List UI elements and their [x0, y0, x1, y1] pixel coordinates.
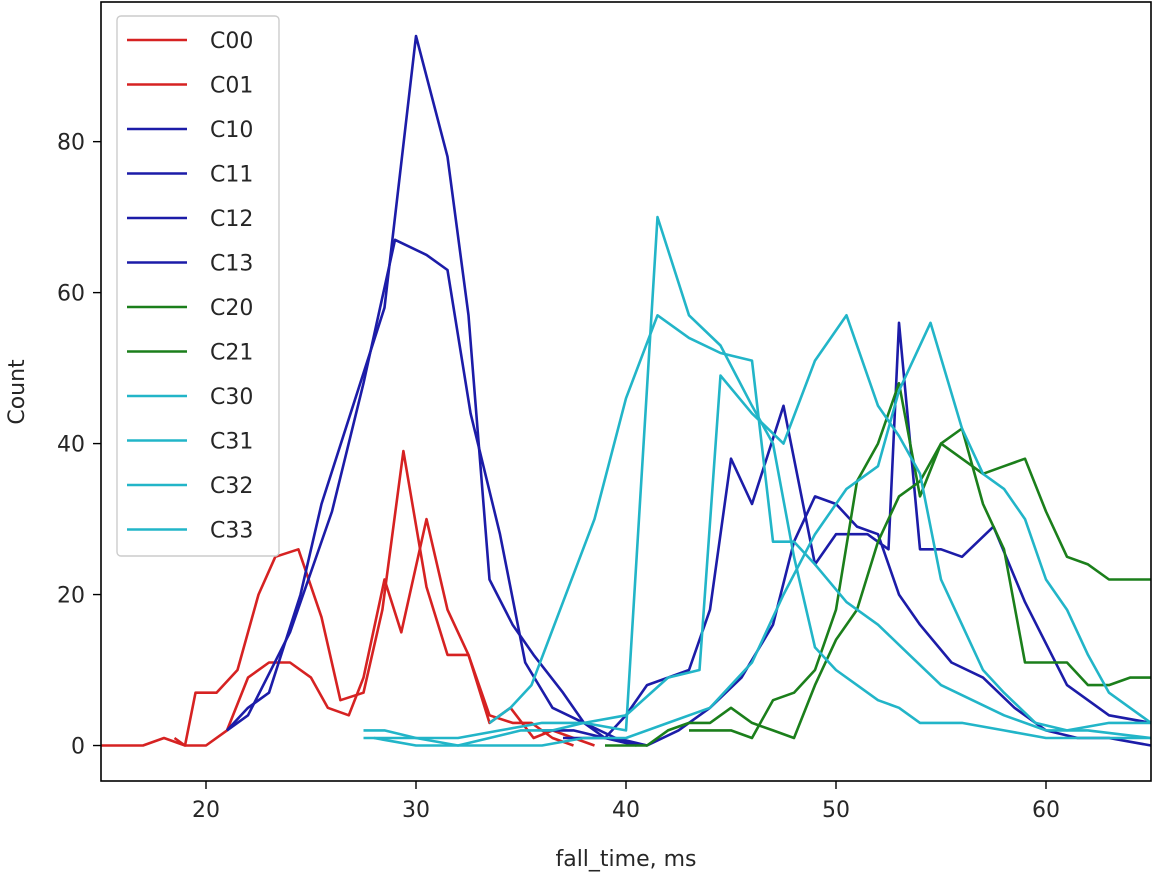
series-layer — [101, 34, 1152, 747]
legend-label-c12: C12 — [210, 207, 253, 232]
x-tick-label: 30 — [402, 798, 430, 823]
series-line-c32 — [363, 215, 1151, 740]
y-tick-label: 40 — [57, 433, 85, 458]
series-line-c01 — [173, 517, 595, 747]
legend-label-c10: C10 — [210, 118, 253, 143]
legend-label-c01: C01 — [210, 74, 253, 99]
legend-label-c32: C32 — [210, 474, 253, 499]
series-line-c10 — [226, 34, 637, 747]
series-line-c11 — [226, 238, 648, 747]
series-line-c30 — [488, 314, 1152, 740]
legend-label-c21: C21 — [210, 341, 253, 366]
x-tick-label: 50 — [822, 798, 850, 823]
legend-label-c00: C00 — [210, 29, 253, 54]
legend-label-c20: C20 — [210, 296, 253, 321]
x-tick-label: 60 — [1032, 798, 1060, 823]
legend-label-c31: C31 — [210, 430, 253, 455]
y-tick-label: 80 — [57, 131, 85, 156]
series-line-c20 — [689, 381, 1151, 740]
x-tick-label: 40 — [612, 798, 640, 823]
x-axis-ticks: 20 30 40 50 60 — [192, 781, 1060, 823]
series-line-c21 — [605, 442, 1151, 747]
y-tick-label: 60 — [57, 282, 85, 307]
series-line-c31 — [363, 314, 1151, 747]
legend-label-c11: C11 — [210, 163, 253, 188]
legend-box — [116, 15, 280, 557]
legend-label-c13: C13 — [210, 252, 253, 277]
y-axis-label: Count — [5, 359, 30, 425]
x-tick-label: 20 — [192, 798, 220, 823]
x-axis-label: fall_time, ms — [555, 847, 696, 872]
y-tick-label: 20 — [57, 584, 85, 609]
y-tick-label: 0 — [71, 735, 85, 760]
legend-label-c33: C33 — [210, 519, 253, 544]
series-line-c33 — [373, 321, 1152, 747]
legend: C00 C01 C10 C11 C12 C13 C20 C21 C30 C31 C32 C33 — [116, 15, 280, 557]
y-axis-ticks: 0 20 40 60 80 — [57, 131, 101, 760]
legend-label-c30: C30 — [210, 385, 253, 410]
